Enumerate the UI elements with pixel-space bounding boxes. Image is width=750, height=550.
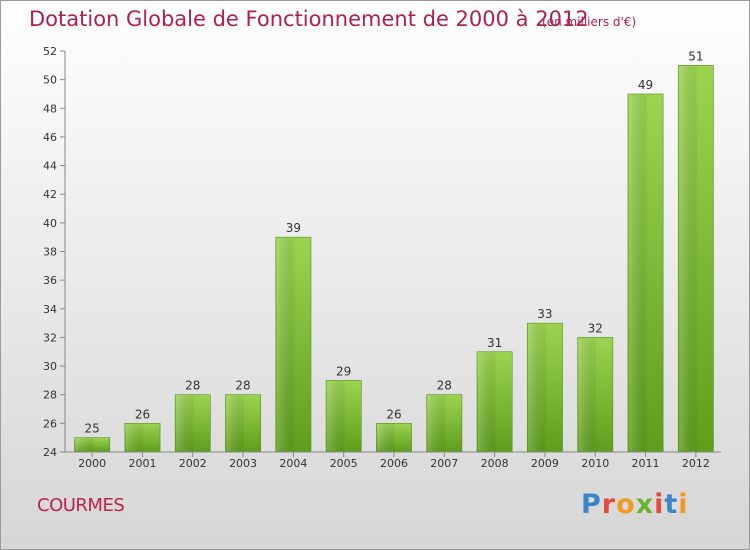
bar-highlight xyxy=(578,338,597,451)
x-tick-label: 2007 xyxy=(430,457,458,470)
y-tick-label: 42 xyxy=(43,188,57,201)
x-tick-label: 2000 xyxy=(78,457,106,470)
x-tick-label: 2012 xyxy=(682,457,710,470)
logo-letter: i xyxy=(678,489,689,520)
chart-subtitle: (en milliers d'€) xyxy=(542,15,637,29)
bar-group: 28 xyxy=(174,379,211,453)
bar-highlight xyxy=(628,94,647,451)
bar-value-label: 28 xyxy=(235,379,250,393)
logo-letter: t xyxy=(664,489,679,520)
y-tick-label: 34 xyxy=(43,303,57,316)
bar-value-label: 32 xyxy=(588,321,603,335)
bar-highlight xyxy=(377,424,395,451)
bar-group: 28 xyxy=(225,379,261,453)
bar-highlight xyxy=(327,381,345,451)
bar-highlight xyxy=(528,324,546,451)
x-tick-label: 2008 xyxy=(481,457,509,470)
y-tick-label: 46 xyxy=(43,131,57,144)
x-tick-label: 2005 xyxy=(330,457,358,470)
y-tick-label: 28 xyxy=(43,389,57,402)
chart-title: Dotation Globale de Fonctionnement de 20… xyxy=(29,7,589,31)
bar-value-label: 33 xyxy=(537,307,552,321)
bar-value-label: 39 xyxy=(286,221,301,235)
bar-value-label: 51 xyxy=(688,49,703,63)
bar-value-label: 26 xyxy=(386,407,401,421)
y-tick-label: 38 xyxy=(43,246,57,259)
bar-group: 28 xyxy=(426,379,463,453)
proxiti-logo[interactable]: Proxiti xyxy=(581,489,689,520)
bar-value-label: 31 xyxy=(487,336,502,350)
bar-group: 31 xyxy=(476,336,513,453)
bar-group: 33 xyxy=(527,307,563,453)
bar-highlight xyxy=(75,438,94,451)
bar-highlight xyxy=(125,424,144,451)
y-tick-label: 32 xyxy=(43,331,57,344)
x-tick-label: 2001 xyxy=(128,457,156,470)
bar-group: 29 xyxy=(325,364,362,453)
bar-value-label: 25 xyxy=(85,422,100,436)
x-tick-label: 2010 xyxy=(581,457,609,470)
x-tick-label: 2004 xyxy=(279,457,307,470)
bar-group: 26 xyxy=(376,407,412,453)
y-tick-label: 30 xyxy=(43,360,57,373)
commune-name: COURMES xyxy=(37,495,125,516)
bar-value-label: 28 xyxy=(437,379,452,393)
x-tick-label: 2009 xyxy=(531,457,559,470)
bar-highlight xyxy=(226,395,245,451)
bar-highlight xyxy=(176,395,194,451)
bar-highlight xyxy=(276,238,295,451)
logo-letter: o xyxy=(616,489,636,520)
bar-value-label: 26 xyxy=(135,407,150,421)
y-tick-label: 52 xyxy=(43,45,57,58)
bar-highlight xyxy=(427,395,446,451)
bar-group: 25 xyxy=(74,422,111,453)
bar-value-label: 28 xyxy=(185,379,200,393)
y-tick-label: 26 xyxy=(43,417,57,430)
y-tick-label: 44 xyxy=(43,160,57,173)
logo-letter: P xyxy=(581,489,602,520)
y-tick-label: 48 xyxy=(43,102,57,115)
logo-letter: r xyxy=(601,489,617,520)
bar-group: 26 xyxy=(124,407,161,453)
bar-value-label: 49 xyxy=(638,78,653,92)
logo-letter: x xyxy=(635,489,655,520)
bar-highlight xyxy=(478,352,496,451)
x-tick-label: 2006 xyxy=(380,457,408,470)
bar-group: 32 xyxy=(577,321,614,453)
x-tick-label: 2011 xyxy=(632,457,660,470)
logo-letter: i xyxy=(654,489,665,520)
bar-group: 49 xyxy=(627,78,664,453)
bar-group: 39 xyxy=(275,221,312,453)
y-tick-label: 50 xyxy=(43,74,57,87)
bar-highlight xyxy=(679,66,697,452)
y-tick-label: 36 xyxy=(43,274,57,287)
bar-group: 51 xyxy=(677,49,714,453)
y-tick-label: 24 xyxy=(43,446,57,459)
bar-value-label: 29 xyxy=(336,364,351,378)
y-tick-label: 40 xyxy=(43,217,57,230)
x-tick-label: 2002 xyxy=(179,457,207,470)
x-tick-label: 2003 xyxy=(229,457,257,470)
